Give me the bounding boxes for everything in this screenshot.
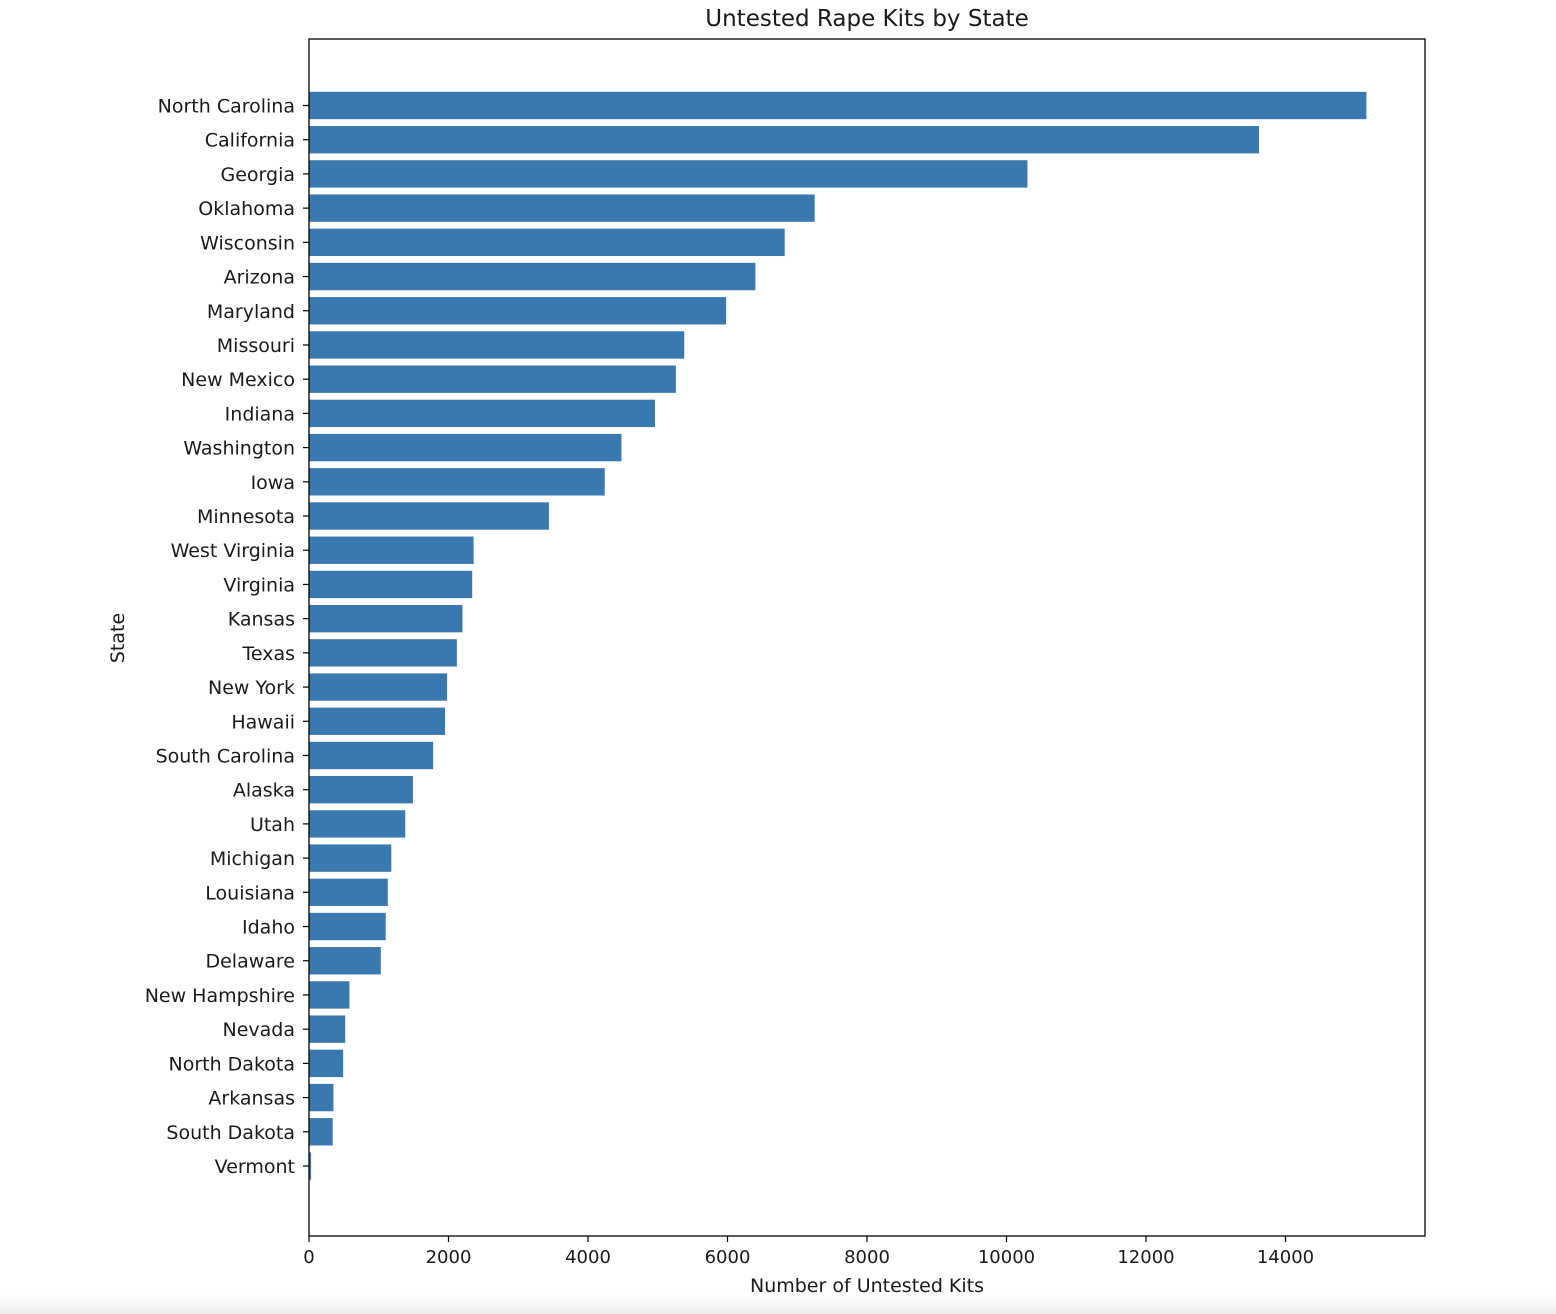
bar-south-dakota: [309, 1118, 333, 1146]
y-tick-label: Michigan: [210, 848, 295, 870]
bar-south-carolina: [309, 741, 434, 770]
y-tick-label: Maryland: [207, 301, 295, 323]
x-tick-label: 10000: [978, 1247, 1035, 1268]
y-tick-label: Alaska: [233, 780, 295, 802]
y-tick-label: Georgia: [221, 164, 296, 186]
bars-group: [309, 91, 1367, 1180]
bar-louisiana: [309, 878, 388, 907]
bar-california: [309, 126, 1259, 154]
bar-utah: [309, 810, 406, 838]
y-tick-label: Vermont: [215, 1156, 295, 1178]
y-tick-label: Idaho: [242, 917, 295, 939]
bar-arkansas: [309, 1083, 334, 1112]
chart-title: Untested Rape Kits by State: [705, 6, 1028, 32]
y-tick-label: West Virginia: [171, 540, 295, 562]
bar-north-carolina: [309, 91, 1367, 120]
y-tick-label: Arizona: [224, 267, 295, 289]
y-tick-label: Indiana: [225, 403, 295, 425]
bar-virginia: [309, 570, 473, 599]
bar-arizona: [309, 262, 756, 291]
bar-michigan: [309, 844, 392, 872]
x-tick-label: 8000: [844, 1247, 890, 1268]
x-tick-label: 6000: [705, 1247, 751, 1268]
bar-oklahoma: [309, 194, 815, 222]
bar-iowa: [309, 468, 605, 496]
y-tick-label: Delaware: [205, 951, 295, 973]
bar-west-virginia: [309, 536, 474, 564]
bar-hawaii: [309, 707, 446, 735]
x-tick-label: 0: [303, 1247, 314, 1268]
y-tick-label: Arkansas: [208, 1088, 295, 1110]
y-tick-label: Oklahoma: [198, 198, 295, 220]
bar-missouri: [309, 331, 685, 359]
bar-alaska: [309, 776, 413, 804]
bar-minnesota: [309, 502, 549, 530]
y-tick-label: South Carolina: [156, 745, 295, 767]
y-tick-label: Washington: [183, 438, 295, 460]
y-tick-label: New Mexico: [181, 369, 295, 391]
y-tick-label: Minnesota: [197, 506, 295, 528]
bar-indiana: [309, 399, 655, 428]
bar-kansas: [309, 604, 463, 633]
bar-new-hampshire: [309, 981, 350, 1009]
y-tick-label: California: [205, 130, 295, 152]
bar-new-mexico: [309, 365, 676, 393]
y-tick-label: Missouri: [217, 335, 295, 357]
bar-washington: [309, 433, 622, 462]
y-tick-label: Hawaii: [231, 711, 295, 733]
y-tick-label: North Dakota: [169, 1053, 296, 1075]
y-tick-label: Kansas: [228, 609, 295, 631]
y-tick-label: Virginia: [223, 574, 295, 596]
x-axis-ticks: 0 2000 4000 6000 8000 10000 12000 14000: [303, 1236, 1314, 1268]
y-axis-label: State: [107, 613, 129, 663]
y-tick-label: Wisconsin: [200, 232, 295, 254]
x-axis-label: Number of Untested Kits: [750, 1275, 984, 1297]
y-tick-label: Nevada: [223, 1019, 296, 1041]
y-tick-label: Texas: [241, 643, 295, 665]
bar-new-york: [309, 673, 448, 701]
x-tick-label: 4000: [565, 1247, 611, 1268]
bar-nevada: [309, 1015, 346, 1043]
x-tick-label: 14000: [1257, 1247, 1314, 1268]
bar-wisconsin: [309, 228, 785, 257]
y-tick-label: Iowa: [251, 472, 295, 494]
bar-north-dakota: [309, 1049, 344, 1078]
bar-texas: [309, 639, 457, 667]
y-tick-label: North Carolina: [158, 96, 295, 118]
y-tick-label: New York: [208, 677, 295, 699]
plot-area-frame: [308, 38, 1426, 1237]
bar-delaware: [309, 947, 381, 975]
bar-maryland: [309, 297, 727, 325]
y-axis-ticks: North Carolina California Georgia Oklahoma W…: [145, 96, 309, 1178]
window-bottom-edge: [0, 1294, 1556, 1314]
y-tick-label: Louisiana: [205, 882, 295, 904]
y-tick-label: New Hampshire: [145, 985, 295, 1007]
bar-idaho: [309, 912, 386, 941]
y-tick-label: Utah: [250, 814, 295, 836]
bar-georgia: [309, 160, 1028, 188]
bar-vermont: [309, 1152, 312, 1180]
x-tick-label: 12000: [1117, 1247, 1174, 1268]
y-tick-label: South Dakota: [166, 1122, 295, 1144]
x-tick-label: 2000: [426, 1247, 472, 1268]
